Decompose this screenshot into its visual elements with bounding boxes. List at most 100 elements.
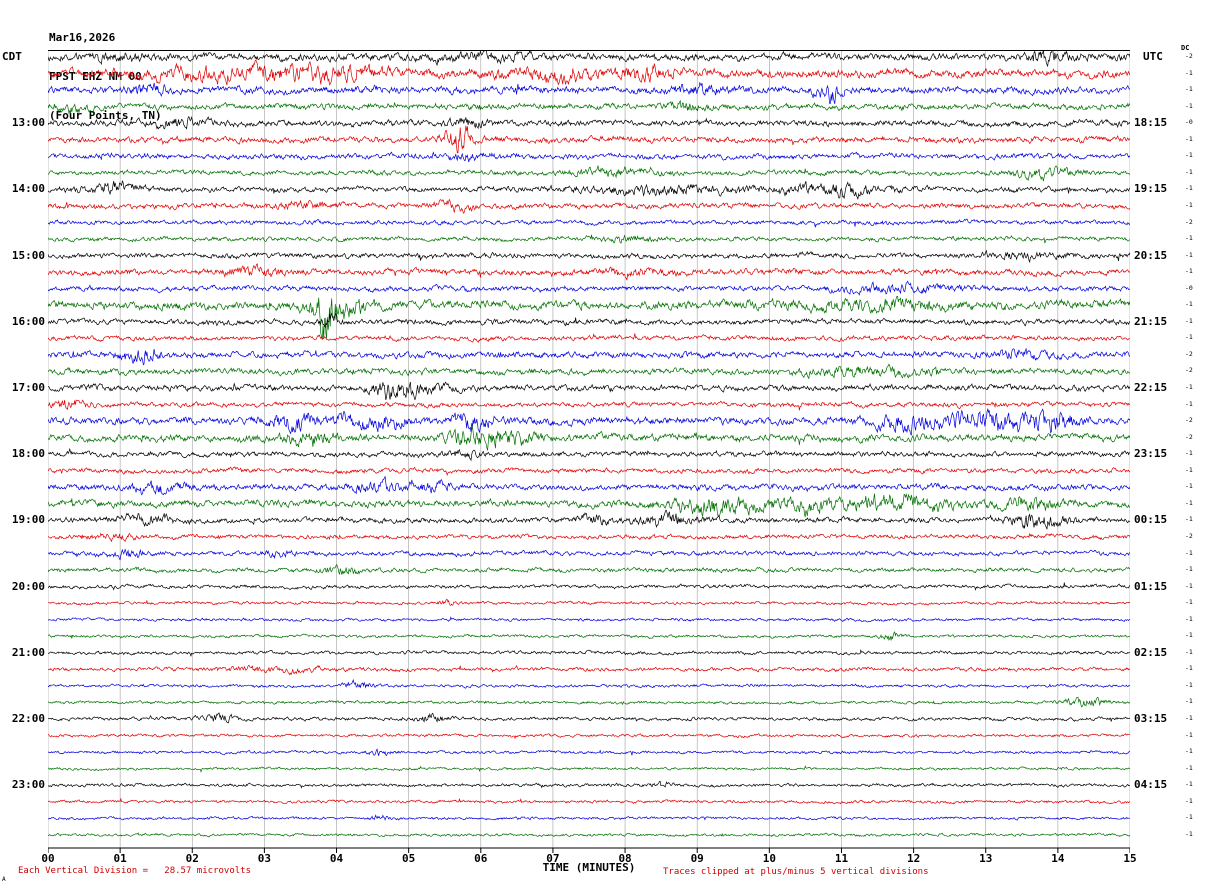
seismogram-trace [47, 780, 1131, 789]
seismogram-trace [47, 447, 1131, 462]
x-tick-label: 05 [402, 852, 416, 865]
right-time-label: 04:15 [1134, 778, 1168, 792]
dc-offset-value: -1 [1185, 234, 1193, 243]
dc-offset-value: -1 [1185, 68, 1193, 77]
seismogram-trace [47, 280, 1131, 296]
x-axis-title: TIME (MINUTES) [542, 861, 636, 874]
right-time-label: 21:15 [1134, 314, 1168, 328]
dc-offset-value: -1 [1185, 763, 1193, 772]
right-time-label: 02:15 [1134, 645, 1168, 659]
seismogram-trace [47, 631, 1131, 641]
right-time-label: 03:15 [1134, 712, 1168, 725]
right-time-label: 00:15 [1134, 513, 1168, 527]
dc-offset-value: -1 [1185, 631, 1193, 640]
dc-offset-value: -2 [1185, 349, 1193, 358]
dc-offset-value: -1 [1185, 730, 1193, 739]
dc-offset-value: -1 [1185, 383, 1193, 391]
seismogram-trace [47, 198, 1131, 215]
dc-offset-value: -1 [1185, 614, 1193, 623]
dc-offset-value: -1 [1185, 664, 1193, 673]
x-tick-label: 13 [979, 852, 993, 865]
dc-offset-value: -1 [1185, 184, 1193, 193]
seismogram-trace [47, 696, 1131, 708]
dc-offset-value: -1 [1185, 565, 1193, 574]
x-tick-label: 14 [1051, 852, 1065, 865]
left-time-label: 22:00 [11, 712, 45, 725]
right-time-label: 01:15 [1134, 579, 1168, 593]
seismogram-trace [47, 165, 1131, 182]
seismogram-trace [47, 466, 1131, 477]
seismogram-trace [47, 548, 1131, 561]
dc-offset-value: -1 [1185, 151, 1193, 160]
seismogram-trace [47, 832, 1131, 838]
dc-offset-value: -1 [1185, 548, 1193, 557]
left-time-label: 16:00 [11, 314, 45, 328]
x-tick-label: 00 [41, 852, 55, 865]
right-time-label: 20:15 [1134, 248, 1168, 262]
seismogram-trace [47, 151, 1131, 163]
seismogram-trace [47, 115, 1131, 130]
seismogram-trace [47, 59, 1131, 86]
dc-offset-value: -1 [1185, 449, 1193, 458]
dc-column-header: DC [1181, 44, 1190, 52]
dc-offset-value: -2 [1185, 217, 1193, 226]
seismogram-trace [47, 648, 1131, 657]
dc-offset-value: -1 [1185, 813, 1193, 822]
seismogram-trace [47, 312, 1131, 329]
seismogram-trace [47, 509, 1131, 530]
dc-offset-value: -1 [1185, 581, 1193, 590]
seismogram-trace [47, 48, 1131, 68]
seismogram-plot [47, 48, 1131, 860]
header: Mar16,2026 FPST EHZ NM 00 (Four Points, … [49, 5, 162, 148]
left-time-label: 23:00 [11, 778, 45, 792]
dc-offset-value: -1 [1185, 598, 1193, 607]
seismogram-trace [47, 81, 1130, 104]
dc-offset-value: -1 [1185, 300, 1193, 309]
x-tick-label: 03 [257, 852, 272, 865]
seismogram-trace [47, 381, 1131, 400]
left-time-label: 19:00 [11, 513, 45, 527]
dc-offset-value: -1 [1185, 482, 1193, 491]
dc-offset-value: -1 [1185, 399, 1193, 408]
left-axis-title: CDT [2, 50, 22, 63]
seismogram-trace [47, 399, 1131, 411]
seismogram-trace [47, 797, 1131, 805]
x-tick-label: 11 [834, 852, 849, 865]
dc-offset-value: -1 [1185, 101, 1193, 110]
dc-offset-value: -1 [1185, 498, 1193, 507]
x-tick-label: 01 [113, 852, 127, 865]
dc-offset-value: -0 [1185, 283, 1193, 292]
left-time-label: 13:00 [11, 116, 45, 130]
x-tick-label: 15 [1123, 852, 1137, 865]
dc-offset-value: -1 [1185, 515, 1193, 524]
left-time-label: 15:00 [11, 248, 45, 262]
seismogram-trace [47, 493, 1131, 518]
seismogram-trace [47, 814, 1131, 821]
seismogram-trace [48, 218, 1131, 228]
footer-scale-note: Each Vertical Division = 28.57 microvolt… [18, 866, 251, 876]
seismogram-trace [47, 408, 1131, 436]
footer-corner-mark: A [2, 876, 6, 883]
seismogram-trace [47, 616, 1131, 623]
left-time-label: 17:00 [11, 381, 45, 394]
x-tick-label: 12 [906, 852, 921, 865]
x-tick-label: 08 [618, 852, 632, 865]
right-axis-title: UTC [1143, 50, 1163, 63]
x-tick-label: 06 [474, 852, 488, 865]
x-tick-label: 07 [546, 852, 560, 865]
seismogram-trace [47, 712, 1131, 724]
dc-offset-value: -1 [1185, 796, 1193, 805]
seismogram-trace [47, 532, 1131, 543]
footer-clip-note: Traces clipped at plus/minus 5 vertical … [663, 867, 929, 877]
dc-offset-value: -2 [1185, 416, 1193, 425]
seismogram-trace [47, 333, 1131, 344]
seismogram-trace [47, 363, 1131, 380]
x-tick-label: 09 [690, 852, 704, 865]
left-time-label: 20:00 [11, 579, 45, 593]
left-time-label: 21:00 [11, 645, 45, 659]
dc-offset-value: -1 [1185, 697, 1193, 706]
seismogram-trace [47, 263, 1131, 281]
dc-offset-value: -2 [1185, 52, 1193, 60]
dc-offset-value: -1 [1185, 647, 1193, 656]
dc-offset-value: -2 [1185, 366, 1193, 375]
